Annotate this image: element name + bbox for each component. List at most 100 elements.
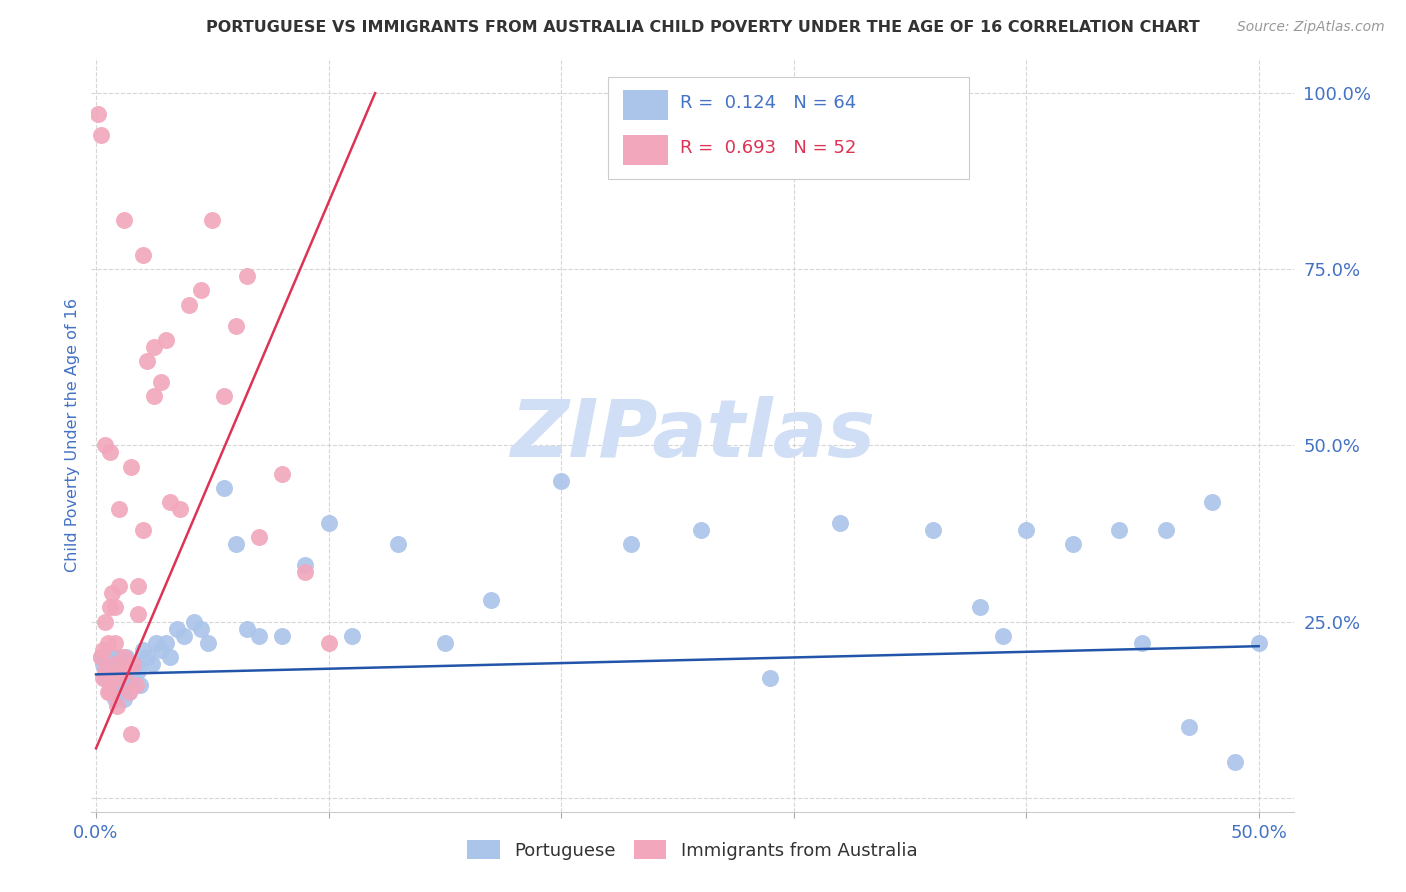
- Point: [387, 537, 409, 551]
- Point: [122, 657, 145, 671]
- Point: [98, 445, 121, 459]
- Point: [136, 354, 159, 368]
- Point: [1015, 523, 1038, 537]
- Point: [108, 579, 131, 593]
- Point: [98, 600, 121, 615]
- Point: [340, 629, 363, 643]
- Point: [1132, 635, 1154, 649]
- Point: [318, 635, 340, 649]
- Point: [1201, 495, 1223, 509]
- Point: [236, 269, 259, 284]
- Point: [159, 495, 181, 509]
- Point: [969, 600, 991, 615]
- Point: [101, 671, 124, 685]
- Point: [294, 558, 316, 573]
- Point: [108, 685, 131, 699]
- Bar: [623, 89, 668, 120]
- Point: [120, 459, 142, 474]
- Point: [98, 685, 121, 699]
- Point: [190, 622, 212, 636]
- Point: [271, 467, 294, 481]
- Point: [1247, 635, 1270, 649]
- Point: [115, 664, 138, 678]
- Point: [212, 389, 235, 403]
- Point: [129, 678, 152, 692]
- Point: [127, 579, 149, 593]
- Point: [120, 727, 142, 741]
- Point: [104, 692, 127, 706]
- Point: [110, 664, 132, 678]
- Point: [550, 474, 572, 488]
- Point: [433, 635, 456, 649]
- Legend: Portuguese, Immigrants from Australia: Portuguese, Immigrants from Australia: [460, 833, 925, 867]
- Point: [97, 685, 120, 699]
- Point: [689, 523, 711, 537]
- Point: [479, 593, 502, 607]
- Point: [183, 615, 205, 629]
- Point: [271, 629, 294, 643]
- Point: [922, 523, 945, 537]
- FancyBboxPatch shape: [609, 77, 969, 178]
- Point: [94, 438, 117, 452]
- Point: [104, 635, 127, 649]
- Point: [201, 213, 224, 227]
- Y-axis label: Child Poverty Under the Age of 16: Child Poverty Under the Age of 16: [65, 298, 80, 572]
- Point: [150, 642, 173, 657]
- Point: [127, 607, 149, 622]
- Point: [117, 685, 139, 699]
- Point: [101, 678, 124, 692]
- Point: [169, 501, 191, 516]
- Point: [136, 649, 159, 664]
- Point: [247, 530, 270, 544]
- Point: [1178, 720, 1201, 734]
- Point: [91, 671, 114, 685]
- Text: R =  0.693   N = 52: R = 0.693 N = 52: [681, 139, 856, 157]
- Point: [97, 635, 120, 649]
- Point: [236, 622, 259, 636]
- Point: [104, 657, 127, 671]
- Point: [117, 685, 139, 699]
- Point: [212, 481, 235, 495]
- Bar: [623, 135, 668, 165]
- Point: [91, 657, 114, 671]
- Point: [127, 664, 149, 678]
- Point: [112, 692, 135, 706]
- Text: PORTUGUESE VS IMMIGRANTS FROM AUSTRALIA CHILD POVERTY UNDER THE AGE OF 16 CORREL: PORTUGUESE VS IMMIGRANTS FROM AUSTRALIA …: [207, 20, 1199, 35]
- Point: [155, 635, 177, 649]
- Point: [1062, 537, 1084, 551]
- Point: [90, 128, 112, 143]
- Point: [225, 318, 247, 333]
- Point: [108, 649, 131, 664]
- Point: [122, 671, 145, 685]
- Point: [143, 389, 166, 403]
- Point: [155, 333, 177, 347]
- Point: [115, 649, 138, 664]
- Point: [115, 671, 138, 685]
- Point: [197, 635, 219, 649]
- Point: [101, 649, 124, 664]
- Point: [1154, 523, 1177, 537]
- Point: [110, 678, 132, 692]
- Point: [104, 664, 127, 678]
- Point: [91, 642, 114, 657]
- Point: [120, 678, 142, 692]
- Point: [150, 375, 173, 389]
- Point: [131, 248, 153, 262]
- Point: [97, 664, 120, 678]
- Point: [318, 516, 340, 530]
- Point: [108, 501, 131, 516]
- Point: [94, 615, 117, 629]
- Point: [112, 213, 135, 227]
- Point: [173, 629, 195, 643]
- Point: [247, 629, 270, 643]
- Point: [112, 664, 135, 678]
- Point: [166, 622, 188, 636]
- Point: [108, 671, 131, 685]
- Point: [124, 678, 146, 692]
- Point: [759, 671, 782, 685]
- Point: [1225, 756, 1247, 770]
- Text: R =  0.124   N = 64: R = 0.124 N = 64: [681, 95, 856, 112]
- Point: [105, 699, 128, 714]
- Point: [991, 629, 1014, 643]
- Point: [177, 297, 200, 311]
